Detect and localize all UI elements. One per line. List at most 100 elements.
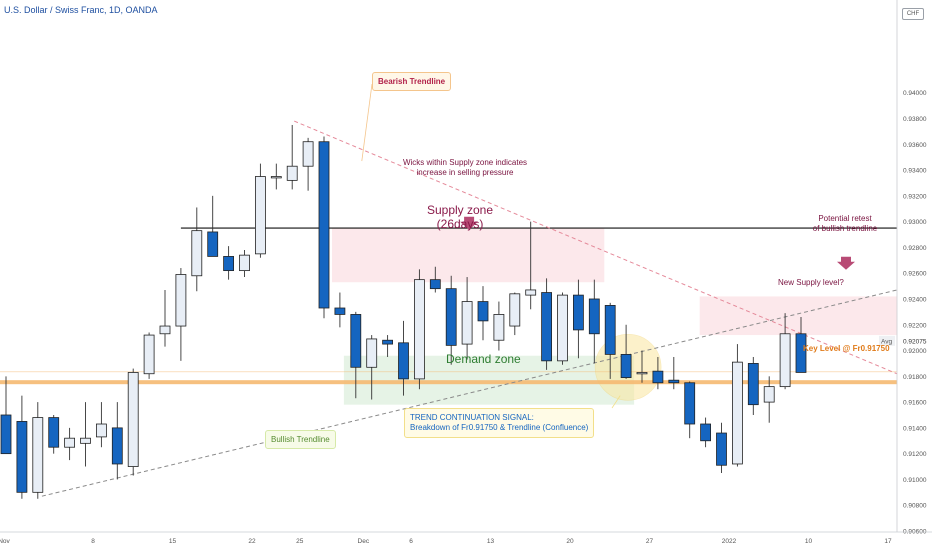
x-tick-label: 8 (91, 538, 95, 545)
y-tick-label: 0.94000 (903, 90, 927, 97)
candle-body (239, 254, 250, 272)
key-level-label: Key Level @ Fr0.91750 (803, 344, 890, 353)
bearish-trendline (294, 120, 898, 375)
supply-zone-title: Supply zone (426, 203, 494, 217)
trend-signal-line2: Breakdown of Fr0.91750 & Trendline (Conf… (410, 423, 589, 432)
candle-body (48, 417, 60, 448)
candle-body (80, 437, 91, 444)
candle-body (652, 370, 664, 384)
candle-body (223, 256, 235, 272)
trend-signal-label: TREND CONTINUATION SIGNAL: Breakdown of … (404, 408, 595, 438)
wicks-note: Wicks within Supply zone indicates incre… (380, 158, 550, 178)
candle-body (207, 231, 219, 257)
bearish-callout-connector (361, 83, 373, 162)
y-tick-label: 0.90800 (903, 503, 927, 510)
candle-body (461, 301, 473, 345)
candle-body (636, 372, 648, 375)
y-tick-label: 0.92400 (903, 296, 927, 303)
x-tick-label: 13 (487, 538, 495, 545)
candle-body (64, 437, 75, 448)
candle-body (573, 294, 584, 331)
wicks-arrow (460, 216, 479, 230)
candle-body (366, 338, 378, 368)
demand-zone-label: Demand zone (446, 352, 521, 366)
retest-arrow (837, 256, 855, 270)
candle-body (525, 289, 537, 296)
y-tick-label: 0.91600 (903, 400, 927, 407)
candle-body (541, 292, 552, 362)
wicks-note-line1: Wicks within Supply zone indicates (402, 158, 528, 167)
candle-body (191, 230, 203, 277)
candle-body (732, 361, 743, 465)
x-tick-label: 25 (296, 538, 304, 545)
candle-body (175, 274, 187, 327)
y-tick-label: 0.93800 (903, 116, 927, 123)
candle-body (270, 176, 282, 179)
candle-body (620, 354, 632, 379)
y-tick-label: 0.91200 (903, 451, 927, 458)
candle-body (763, 386, 775, 403)
candle-body (493, 314, 505, 341)
y-tick-label: 0.92600 (903, 271, 927, 278)
y-tick-label: 0.93400 (903, 168, 927, 175)
candle-body (429, 279, 441, 290)
candle-body (96, 423, 107, 438)
candle-body (111, 427, 123, 465)
candle-body (716, 432, 727, 466)
candle-body (604, 305, 616, 355)
candle-body (143, 334, 155, 375)
y-tick-label: 0.92800 (903, 245, 927, 252)
x-tick-label: Nov (0, 538, 11, 545)
candle-body (254, 176, 266, 255)
y-tick-label: 0.93600 (903, 142, 927, 149)
chart-title: U.S. Dollar / Swiss Franc, 1D, OANDA (4, 5, 158, 15)
candle-body (413, 279, 425, 380)
current-price-label: 0.92075 (903, 338, 927, 345)
candle-body (382, 339, 394, 345)
x-tick-label: 17 (884, 538, 892, 545)
new-supply-label: New Supply level? (778, 278, 844, 287)
bullish-trendline-text: Bullish Trendline (271, 435, 330, 444)
candle-body (318, 141, 330, 309)
avg-label: Avg (881, 338, 892, 345)
x-tick-label: 27 (646, 538, 654, 545)
x-tick-label: 6 (409, 538, 413, 545)
candle-body (557, 294, 568, 362)
x-tick-label: Dec (358, 538, 370, 545)
candle-body (588, 298, 600, 335)
candle-body (779, 333, 791, 388)
x-tick-label: 22 (248, 538, 256, 545)
currency-icon[interactable]: CHF (902, 8, 924, 20)
y-tick-label: 0.91000 (903, 477, 927, 484)
wicks-note-line2: increase in selling pressure (416, 168, 514, 177)
potential-retest-line1: Potential retest (818, 214, 872, 223)
candle-body (700, 423, 711, 442)
candle-body (334, 307, 346, 315)
key-level-line (0, 380, 897, 385)
x-tick-label: 10 (805, 538, 813, 545)
x-tick-label: 20 (566, 538, 574, 545)
y-tick-label: 0.91400 (903, 425, 927, 432)
x-tick-label: 15 (169, 538, 177, 545)
bullish-trendline-label: Bullish Trendline (265, 430, 336, 449)
candle-body (0, 414, 12, 455)
candle-body (16, 421, 28, 493)
candle-body (747, 363, 759, 406)
bearish-trendline-label: Bearish Trendline (372, 72, 452, 91)
candle-body (477, 301, 489, 322)
supply-zone-days: (26days) (436, 217, 484, 231)
y-tick-label: 0.92000 (903, 348, 927, 355)
signal-callout-connector (611, 395, 621, 409)
candle-body (286, 165, 298, 181)
potential-retest-line2: of bullish trendline (812, 224, 878, 233)
supply-zone-label: Supply zone (26days) (415, 203, 505, 231)
trend-signal-line1: TREND CONTINUATION SIGNAL: (410, 413, 534, 422)
potential-retest-label: Potential retest of bullish trendline (800, 214, 890, 234)
candle-body (509, 293, 521, 327)
y-tick-label: 0.93200 (903, 193, 927, 200)
candle-body (32, 417, 44, 493)
candle-body (398, 342, 409, 380)
new-supply-zone (699, 296, 897, 336)
